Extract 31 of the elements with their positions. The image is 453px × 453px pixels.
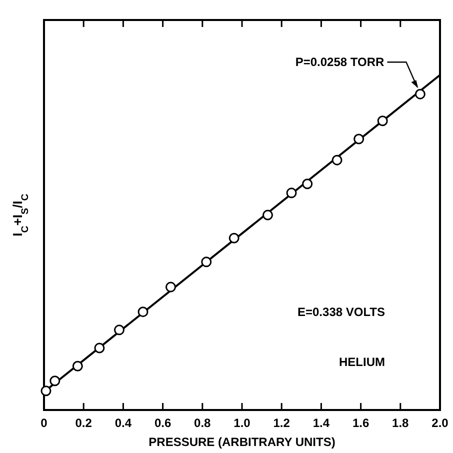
point	[201, 256, 212, 268]
x-tick-label: 0.8	[194, 416, 212, 430]
x-axis-title: PRESSURE (ARBITRARY UNITS)	[148, 435, 336, 449]
x-tick-label: 0.4	[114, 416, 132, 430]
annotation: HELIUM	[339, 355, 385, 369]
point	[94, 342, 105, 354]
x-tick-label: 0.2	[75, 416, 92, 430]
point	[228, 232, 240, 244]
x-tick-label: 1.4	[312, 416, 330, 430]
point	[138, 306, 148, 318]
point	[414, 88, 426, 100]
annotation: P=0.0258 TORR	[295, 55, 385, 70]
point	[332, 154, 342, 166]
x-tick-label: 2.0	[432, 416, 449, 430]
point	[354, 134, 364, 144]
point	[286, 188, 297, 198]
point	[72, 360, 83, 372]
point	[40, 386, 52, 396]
x-tick-label: 0.6	[154, 416, 172, 430]
annotation: E=0.338 VOLTS	[298, 305, 385, 319]
x-tick-label: 1.6	[352, 416, 370, 430]
point	[377, 116, 388, 126]
point	[165, 282, 176, 292]
x-tick-label: 0	[40, 416, 48, 430]
point	[262, 210, 273, 220]
x-tick-label: 1.2	[273, 416, 290, 430]
point	[302, 178, 313, 190]
x-tick-label: 1.0	[234, 416, 251, 430]
point	[50, 376, 60, 386]
x-tick-label: 1.8	[392, 416, 410, 430]
point	[114, 324, 124, 336]
